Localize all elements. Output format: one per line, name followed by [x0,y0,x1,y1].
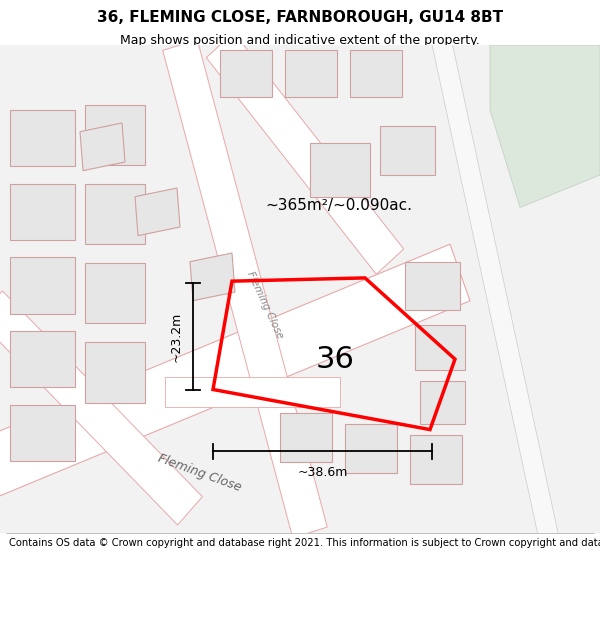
Polygon shape [10,331,75,388]
Polygon shape [165,376,340,407]
Polygon shape [0,244,470,496]
Polygon shape [85,262,145,323]
Text: ~23.2m: ~23.2m [170,311,183,361]
Polygon shape [410,435,462,484]
Text: Map shows position and indicative extent of the property.: Map shows position and indicative extent… [120,34,480,47]
Polygon shape [85,104,145,165]
Text: ~38.6m: ~38.6m [298,466,347,479]
Polygon shape [0,291,202,525]
Polygon shape [490,45,600,208]
Polygon shape [190,253,235,301]
Polygon shape [220,51,272,97]
Text: 36: 36 [316,344,355,374]
Text: Fleming Close: Fleming Close [157,452,244,494]
Text: Fleming Close: Fleming Close [245,270,285,340]
Text: 36, FLEMING CLOSE, FARNBOROUGH, GU14 8BT: 36, FLEMING CLOSE, FARNBOROUGH, GU14 8BT [97,10,503,25]
Polygon shape [430,32,560,546]
Polygon shape [420,381,465,424]
Text: Contains OS data © Crown copyright and database right 2021. This information is : Contains OS data © Crown copyright and d… [9,538,600,548]
Text: ~365m²/~0.090ac.: ~365m²/~0.090ac. [265,198,412,213]
Polygon shape [405,262,460,311]
Polygon shape [163,39,327,538]
Polygon shape [135,188,180,236]
Polygon shape [380,126,435,175]
Polygon shape [345,424,397,473]
Polygon shape [10,404,75,461]
Polygon shape [10,184,75,240]
Polygon shape [80,123,125,171]
Polygon shape [10,110,75,166]
Polygon shape [206,32,404,274]
Polygon shape [310,142,370,197]
Polygon shape [285,51,337,97]
Polygon shape [415,324,465,370]
Polygon shape [10,258,75,314]
Polygon shape [85,342,145,402]
Polygon shape [280,413,332,462]
Polygon shape [85,184,145,244]
Polygon shape [350,51,402,97]
